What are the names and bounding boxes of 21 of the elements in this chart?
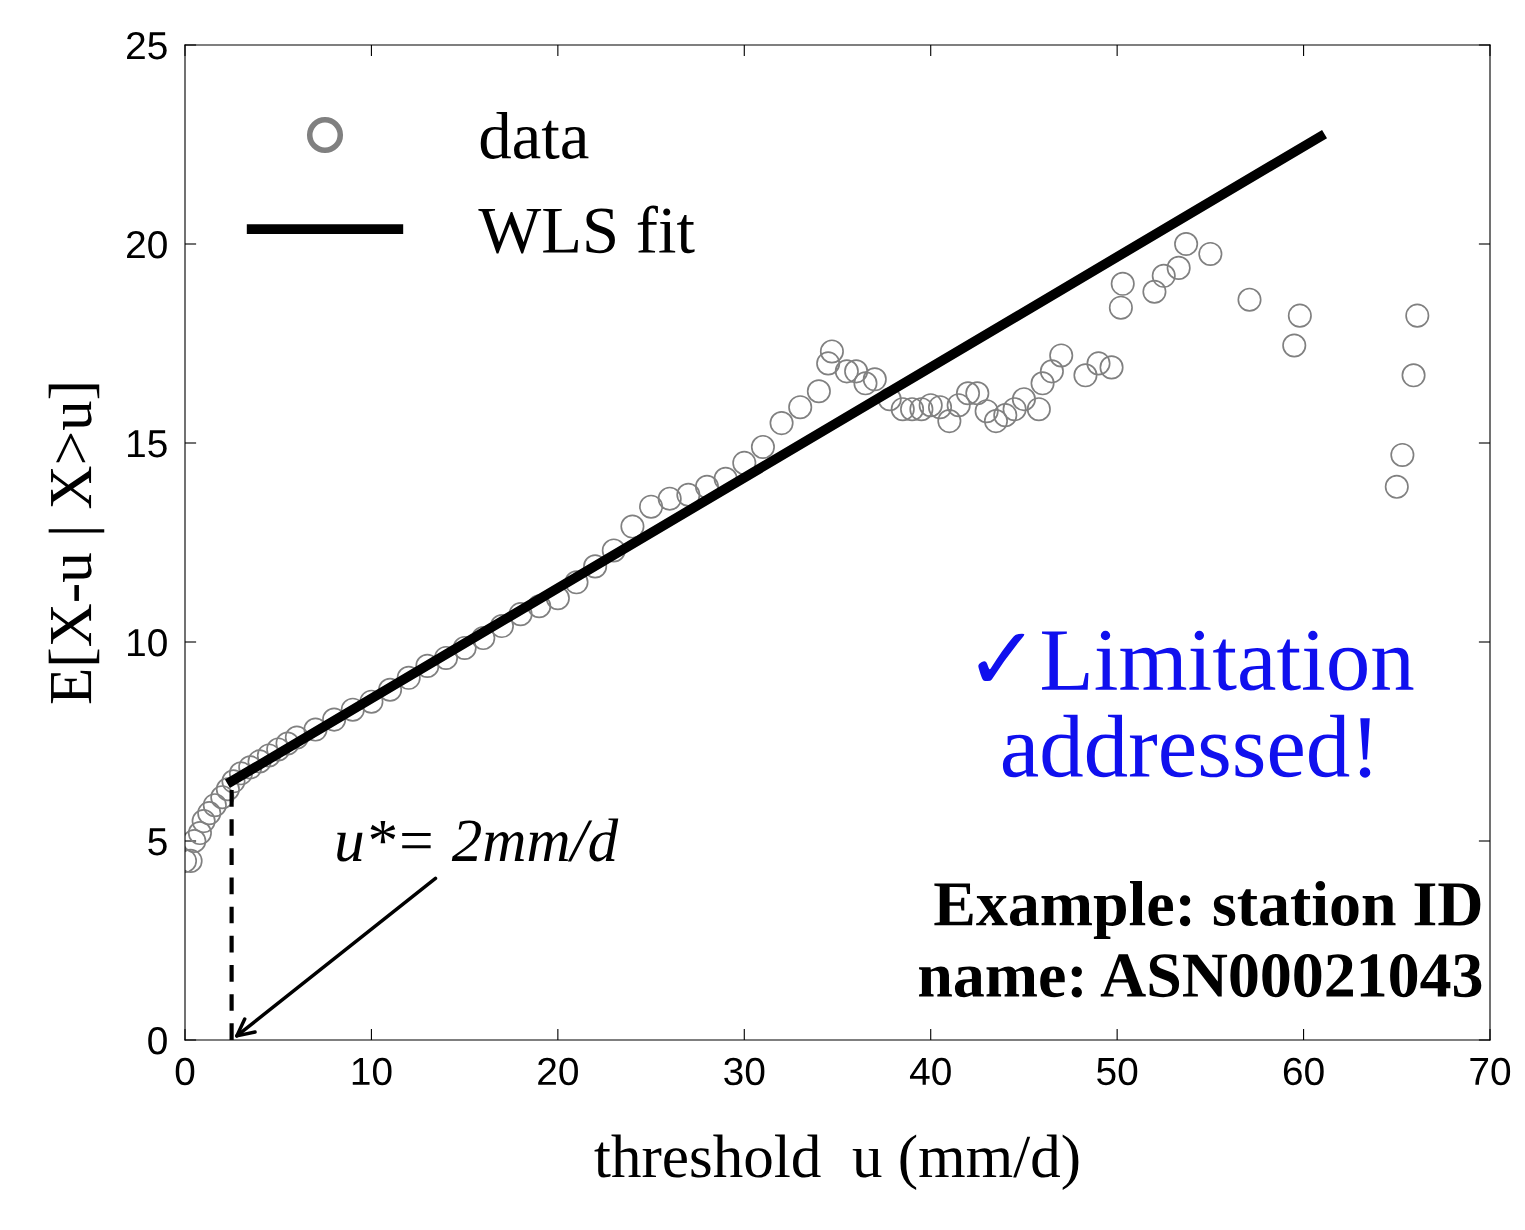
x-tick-label: 20: [538, 1057, 578, 1086]
legend-label: data: [480, 112, 589, 159]
y-axis-title: E[X-u | X>u]: [48, 384, 105, 704]
x-tick-label: 0: [175, 1057, 195, 1086]
y-tick-label: 10: [128, 628, 167, 657]
annotation: u*= 2mm/d: [337, 818, 619, 862]
y-tick-label: 5: [148, 828, 167, 856]
x-tick-label: 40: [909, 1057, 951, 1086]
x-axis-title: threshold u (mm/d): [594, 1134, 1079, 1191]
x-tick-label: 10: [352, 1057, 392, 1086]
y-tick-label: 0: [148, 1026, 167, 1055]
annotation: Example: station ID name: ASN00021043: [919, 880, 1482, 998]
x-tick-label: 60: [1283, 1057, 1324, 1086]
y-tick-label: 20: [127, 230, 167, 259]
x-tick-label: 30: [724, 1057, 765, 1086]
y-tick-label: 25: [127, 31, 167, 60]
y-tick-label: 15: [128, 430, 167, 458]
x-tick-label: 70: [1470, 1057, 1511, 1086]
legend-label: WLS fit: [478, 205, 695, 254]
x-tick-label: 50: [1097, 1057, 1138, 1086]
annotation: ✓Limitation addressed!: [978, 630, 1414, 778]
